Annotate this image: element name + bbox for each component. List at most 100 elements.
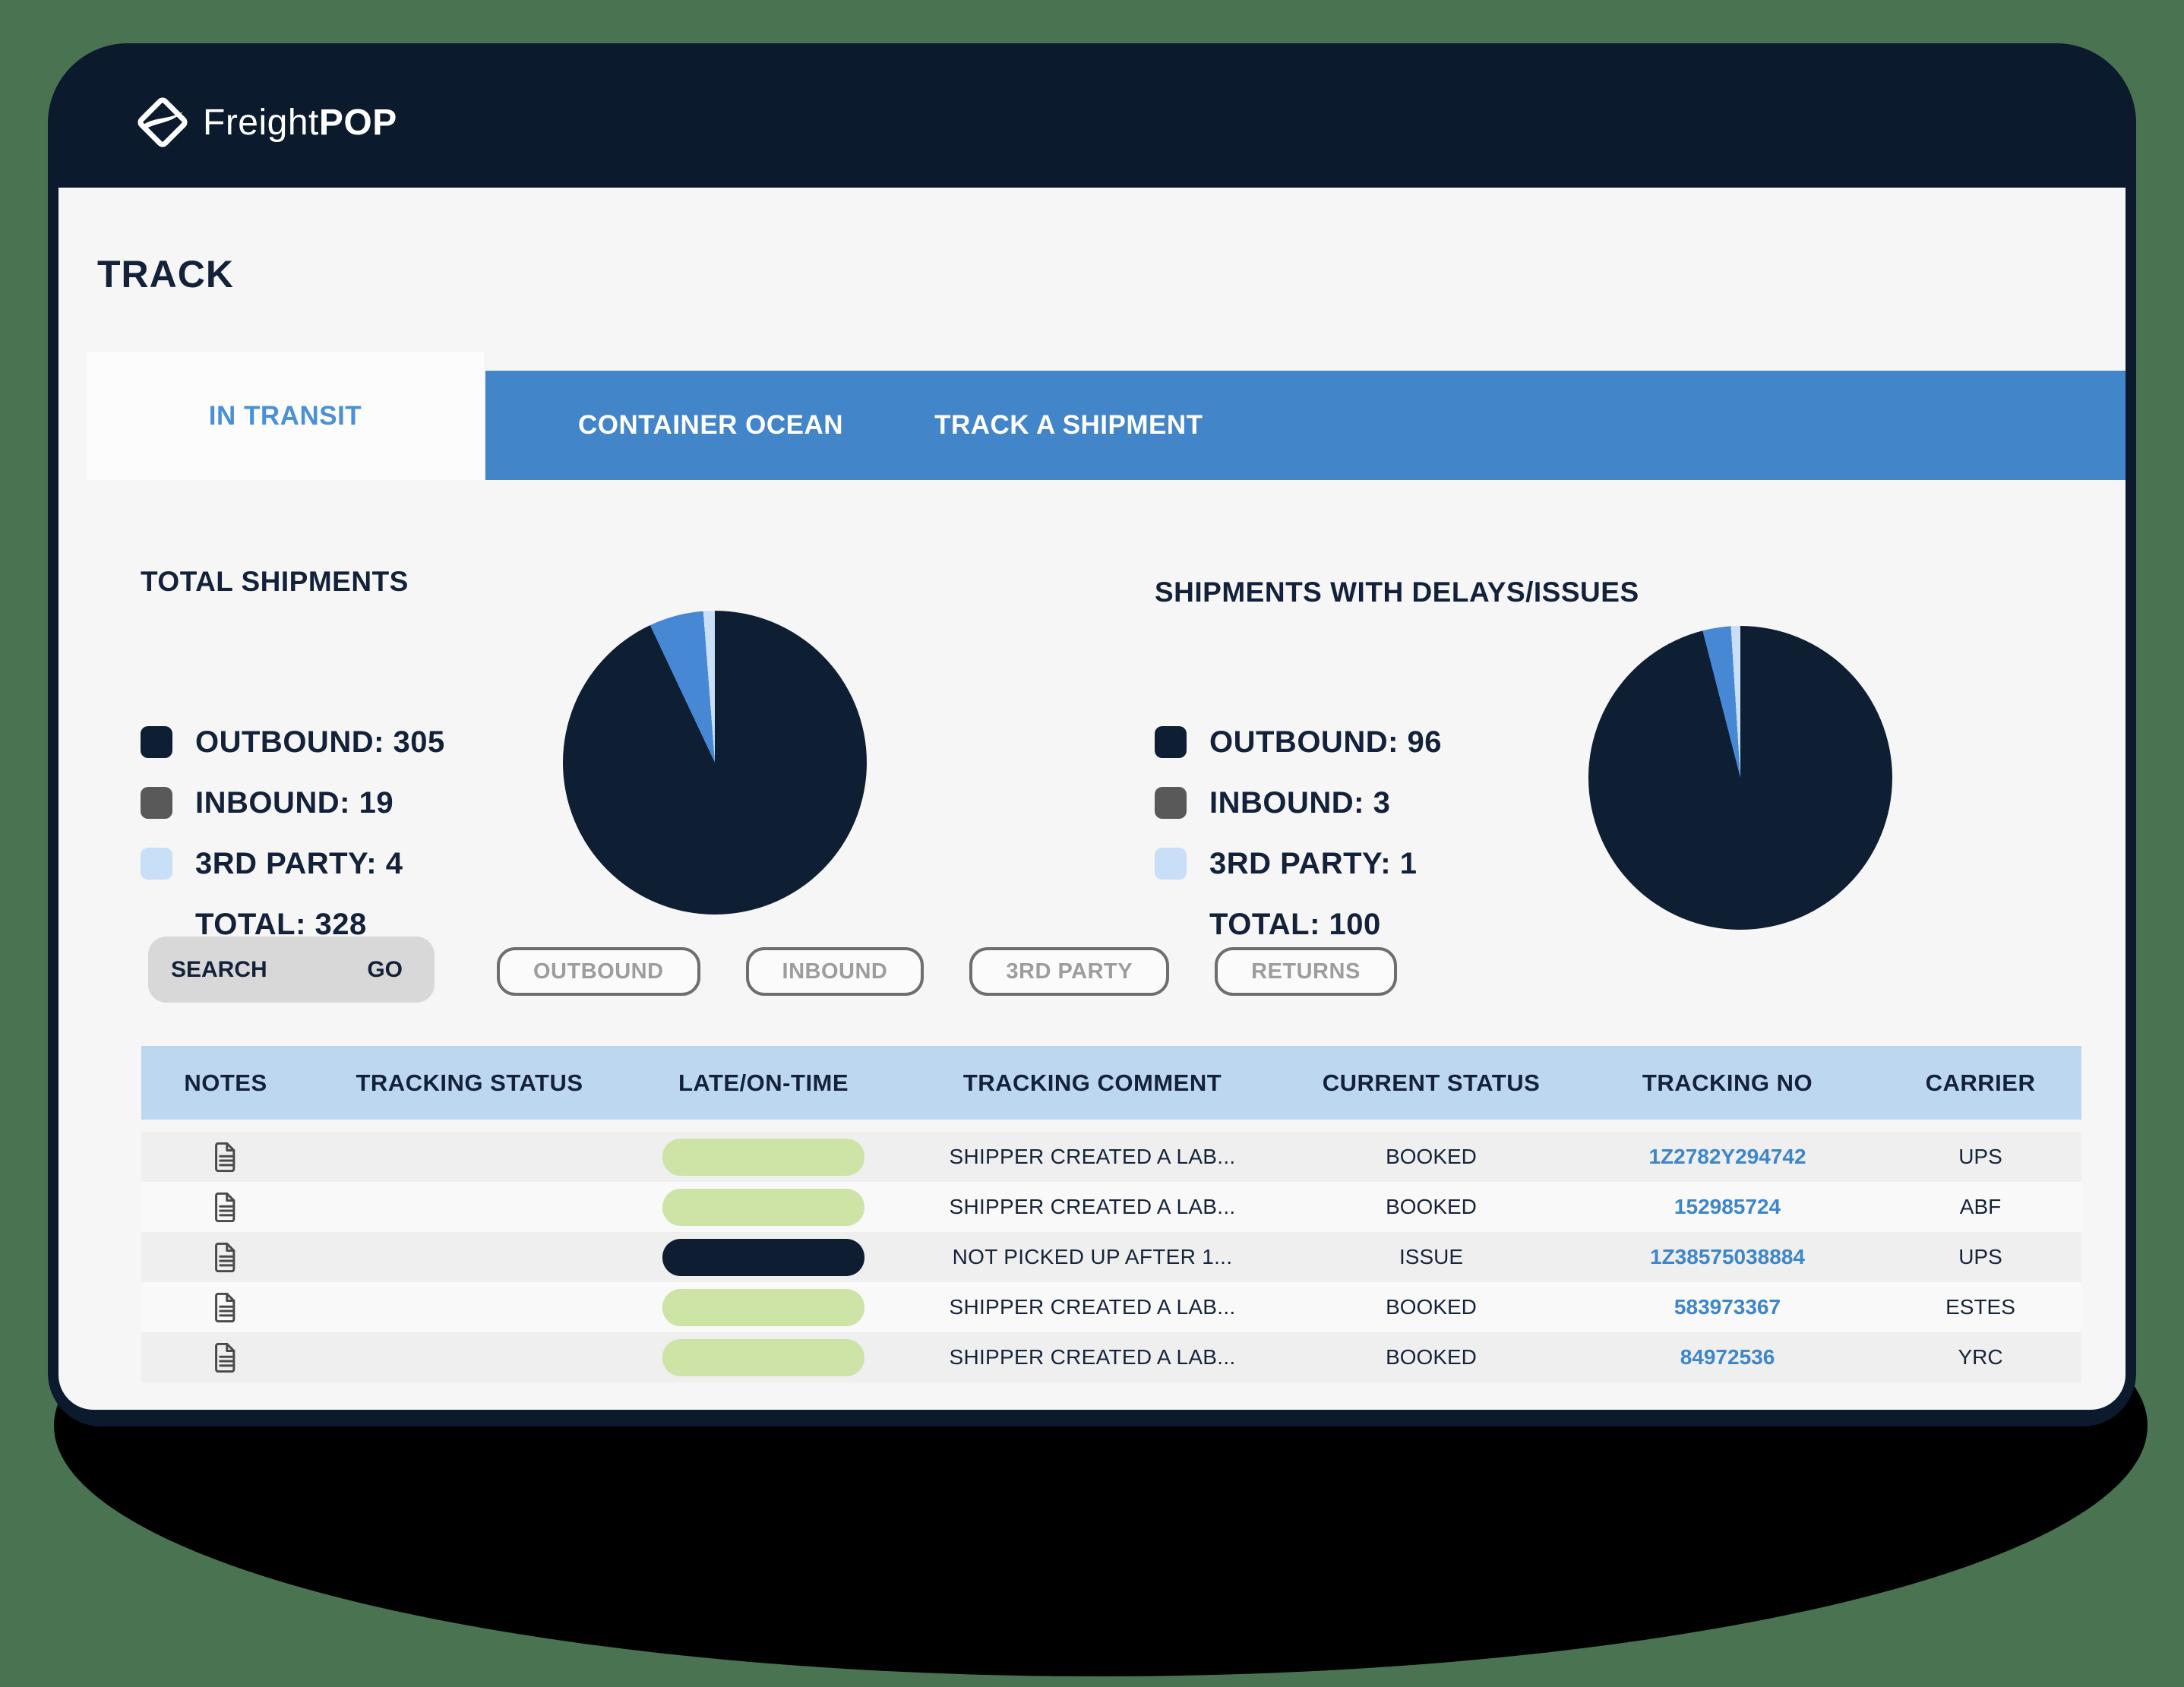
current-status-cell: BOOKED — [1386, 1145, 1477, 1168]
shipments-table: NOTES TRACKING STATUS LATE/ON-TIME TRACKING… — [141, 1046, 2081, 1382]
legend-label: OUTBOUND: 96 — [1209, 725, 1443, 759]
legend-delays-issues: OUTBOUND: 96 INBOUND: 3 3RD PARTY: 1 TOTAL:… — [1155, 712, 1580, 955]
page-title: TRACK — [97, 253, 234, 295]
table-body: SHIPPER CREATED A LAB... BOOKED 1Z2782Y294… — [141, 1132, 2081, 1382]
tracking-no-cell: 1Z38575038884 — [1576, 1245, 1879, 1269]
legend-swatch-spacer — [141, 908, 172, 940]
tracking-comment-cell: SHIPPER CREATED A LAB... — [949, 1145, 1236, 1168]
table-row: SHIPPER CREATED A LAB... BOOKED 152985724 A… — [141, 1182, 2081, 1232]
on-time-indicator-pill — [662, 1338, 864, 1376]
chart-title-total-shipments: TOTAL SHIPMENTS — [141, 566, 409, 597]
on-time-indicator-pill — [662, 1288, 864, 1326]
legend-item-3rd-party: 3RD PARTY: 4 — [141, 833, 566, 894]
note-document-icon[interactable] — [141, 1242, 310, 1272]
carrier-cell: UPS — [1958, 1245, 2002, 1268]
legend-label: INBOUND: 19 — [195, 785, 394, 820]
legend-item-inbound: INBOUND: 3 — [1155, 772, 1580, 833]
tracking-no-link[interactable]: 152985724 — [1674, 1195, 1781, 1218]
legend-item-inbound: INBOUND: 19 — [141, 772, 566, 833]
legend-total-label: TOTAL: 100 — [1209, 907, 1381, 941]
tracking-no-cell: 583973367 — [1576, 1295, 1879, 1319]
column-header-current-status: CURRENT STATUS — [1322, 1069, 1541, 1096]
table-row: SHIPPER CREATED A LAB... BOOKED 1Z2782Y294… — [141, 1132, 2081, 1182]
legend-swatch — [1155, 726, 1187, 758]
current-status-cell: BOOKED — [1386, 1295, 1477, 1319]
legend-total: TOTAL: 100 — [1155, 894, 1580, 955]
search-input[interactable]: SEARCH — [171, 956, 267, 982]
filter-pill-returns[interactable]: RETURNS — [1215, 947, 1397, 996]
table-header-row: NOTES TRACKING STATUS LATE/ON-TIME TRACKING… — [141, 1046, 2081, 1120]
current-status-cell: BOOKED — [1386, 1345, 1477, 1369]
note-document-icon[interactable] — [141, 1192, 310, 1222]
logo-text-bold: POP — [318, 102, 397, 143]
freightpop-logo: FreightPOP — [133, 90, 397, 154]
tab-in-transit-label: IN TRANSIT — [208, 400, 362, 431]
tracking-no-cell: 1Z2782Y294742 — [1576, 1145, 1879, 1169]
legend-swatch — [141, 848, 172, 880]
table-row: NOT PICKED UP AFTER 1... ISSUE 1Z385750388… — [141, 1232, 2081, 1282]
legend-swatch-spacer — [1155, 908, 1187, 940]
column-header-late-on-time: LATE/ON-TIME — [678, 1069, 849, 1096]
current-status-cell: BOOKED — [1386, 1195, 1477, 1218]
legend-label: OUTBOUND: 305 — [195, 725, 445, 759]
filter-pill-inbound[interactable]: INBOUND — [745, 947, 924, 996]
app-card: FreightPOP TRACK IN TRANSIT CONTAINER OC… — [48, 43, 2136, 1426]
column-header-tracking-comment: TRACKING COMMENT — [962, 1069, 1222, 1096]
legend-total: TOTAL: 328 — [141, 894, 566, 955]
late-ontime-cell — [629, 1288, 898, 1326]
tracking-no-cell: 152985724 — [1576, 1195, 1879, 1219]
filter-pill-3rd-party[interactable]: 3RD PARTY — [969, 947, 1170, 996]
table-row: SHIPPER CREATED A LAB... BOOKED 84972536 YR… — [141, 1332, 2081, 1382]
tab-bar: CONTAINER OCEAN TRACK A SHIPMENT — [485, 371, 2126, 480]
legend-swatch — [1155, 848, 1187, 880]
legend-swatch — [141, 787, 172, 819]
tracking-no-link[interactable]: 1Z38575038884 — [1650, 1245, 1805, 1268]
late-ontime-cell — [629, 1338, 898, 1376]
on-time-indicator-pill — [662, 1188, 864, 1226]
late-ontime-cell — [629, 1138, 898, 1176]
note-document-icon[interactable] — [141, 1292, 310, 1322]
tracking-no-link[interactable]: 1Z2782Y294742 — [1648, 1145, 1806, 1168]
main-content: TRACK IN TRANSIT CONTAINER OCEAN TRACK A… — [58, 188, 2126, 1410]
tab-track-a-shipment[interactable]: TRACK A SHIPMENT — [934, 410, 1203, 440]
search-box[interactable]: SEARCH GO — [148, 937, 435, 1003]
freightpop-diamond-icon — [137, 97, 188, 147]
chart-title-delays-issues: SHIPMENTS WITH DELAYS/ISSUES — [1155, 577, 1639, 608]
legend-label: 3RD PARTY: 1 — [1209, 846, 1418, 880]
tracking-no-link[interactable]: 583973367 — [1674, 1295, 1781, 1319]
filter-pill-outbound[interactable]: OUTBOUND — [497, 947, 700, 996]
late-indicator-pill — [662, 1238, 864, 1276]
late-ontime-cell — [629, 1188, 898, 1226]
column-header-tracking-status: TRACKING STATUS — [356, 1069, 583, 1096]
note-document-icon[interactable] — [141, 1142, 310, 1172]
tracking-no-link[interactable]: 84972536 — [1680, 1345, 1775, 1369]
pie-chart-total-shipments — [563, 611, 867, 915]
tab-in-transit[interactable]: IN TRANSIT — [87, 352, 484, 480]
carrier-cell: UPS — [1958, 1145, 2002, 1168]
legend-label: INBOUND: 3 — [1209, 785, 1391, 820]
tracking-no-cell: 84972536 — [1576, 1345, 1879, 1370]
search-go-button[interactable]: GO — [367, 956, 403, 982]
legend-label: 3RD PARTY: 4 — [195, 846, 403, 880]
legend-total-label: TOTAL: 328 — [195, 907, 367, 941]
tab-container-ocean[interactable]: CONTAINER OCEAN — [578, 410, 844, 440]
column-header-notes: NOTES — [184, 1069, 267, 1096]
legend-total-shipments: OUTBOUND: 305 INBOUND: 19 3RD PARTY: 4 TOTA… — [141, 712, 566, 955]
table-row: SHIPPER CREATED A LAB... BOOKED 583973367 E… — [141, 1282, 2081, 1332]
legend-item-3rd-party: 3RD PARTY: 1 — [1155, 833, 1580, 894]
filter-pill-row: OUTBOUND INBOUND 3RD PARTY RETURNS — [497, 947, 1397, 996]
legend-item-outbound: OUTBOUND: 96 — [1155, 712, 1580, 772]
column-header-tracking-no: TRACKING NO — [1642, 1069, 1813, 1096]
column-header-carrier: CARRIER — [1925, 1069, 2036, 1096]
carrier-cell: ESTES — [1945, 1295, 2015, 1319]
logo-text-light: Freight — [203, 102, 319, 143]
tracking-comment-cell: NOT PICKED UP AFTER 1... — [952, 1245, 1233, 1268]
tracking-comment-cell: SHIPPER CREATED A LAB... — [949, 1195, 1236, 1218]
carrier-cell: ABF — [1959, 1195, 2002, 1218]
pie-chart-delays-issues — [1588, 626, 1892, 930]
freightpop-wordmark: FreightPOP — [203, 102, 397, 144]
current-status-cell: ISSUE — [1399, 1245, 1464, 1268]
legend-swatch — [141, 726, 172, 758]
note-document-icon[interactable] — [141, 1342, 310, 1373]
